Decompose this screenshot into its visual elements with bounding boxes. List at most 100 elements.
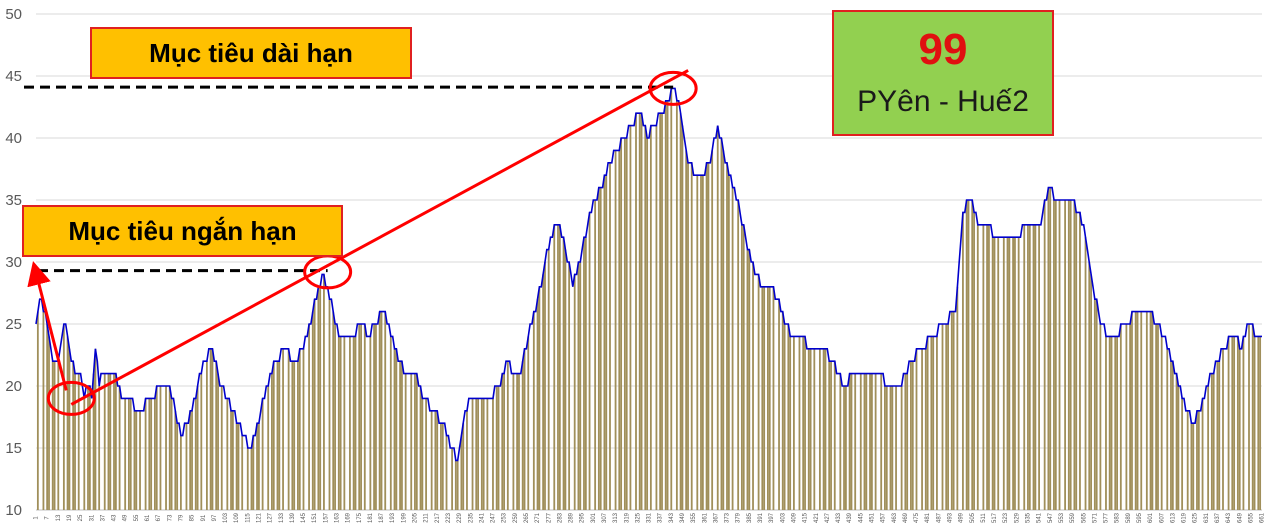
bar: [311, 311, 314, 510]
x-tick-label: 253: [502, 512, 508, 523]
bar: [1114, 336, 1117, 510]
bar: [1207, 386, 1210, 510]
bar: [625, 138, 628, 510]
bar: [328, 299, 331, 510]
bar: [516, 373, 519, 510]
x-tick-label: 433: [836, 512, 842, 523]
bar: [701, 175, 704, 510]
x-tick-label: 559: [1070, 512, 1076, 523]
bar: [109, 373, 112, 510]
bar: [557, 224, 559, 511]
bar: [536, 299, 539, 510]
x-tick-label: 85: [190, 514, 196, 521]
bar: [661, 113, 663, 510]
bar: [813, 348, 816, 510]
bar: [605, 175, 608, 510]
x-tick-label: 409: [791, 512, 797, 523]
long-term-target-text: Mục tiêu dài hạn: [149, 37, 353, 68]
bar: [822, 348, 825, 510]
x-tick-label: 391: [758, 512, 764, 523]
bar: [375, 324, 377, 510]
bar: [544, 262, 546, 510]
bar: [562, 237, 565, 510]
x-tick-label: 19: [67, 514, 73, 521]
x-tick-label: 463: [892, 512, 898, 523]
x-tick-label: 601: [1148, 512, 1154, 523]
bar: [174, 410, 177, 510]
bar: [655, 125, 658, 510]
bar: [778, 299, 780, 510]
x-tick-label: 289: [569, 512, 575, 523]
x-tick-label: 301: [591, 512, 597, 523]
x-tick-label: 331: [647, 512, 653, 523]
bar: [895, 386, 897, 510]
bar: [1170, 361, 1172, 510]
bar: [1119, 324, 1122, 510]
bar: [804, 336, 806, 510]
bar: [1084, 237, 1087, 510]
bar: [114, 373, 117, 510]
bar: [404, 373, 407, 510]
bar: [965, 200, 968, 510]
bar: [363, 324, 366, 510]
bar: [113, 373, 115, 510]
bar: [1212, 373, 1215, 510]
bar: [845, 386, 847, 510]
bar: [1171, 361, 1174, 510]
bar: [48, 336, 50, 510]
bar: [720, 138, 723, 510]
bar: [1151, 311, 1154, 510]
bar: [358, 324, 361, 510]
bar: [532, 311, 535, 510]
x-tick-label: 451: [869, 512, 875, 523]
bar: [761, 286, 764, 510]
bar: [209, 348, 212, 510]
bar: [250, 448, 253, 510]
bar: [594, 200, 597, 510]
bar: [1032, 224, 1035, 511]
x-tick-label: 229: [457, 512, 463, 523]
bar: [349, 336, 351, 510]
x-tick-label: 583: [1115, 512, 1121, 523]
bar: [950, 311, 953, 510]
bar: [583, 237, 585, 510]
x-tick-label: 145: [301, 512, 307, 523]
bar: [766, 286, 769, 510]
bar: [962, 212, 964, 510]
bar: [205, 361, 208, 510]
bar: [848, 373, 851, 510]
x-tick-label: 313: [613, 512, 619, 523]
bar: [66, 336, 69, 510]
bar: [144, 398, 147, 510]
bar: [501, 373, 504, 510]
bar: [553, 224, 556, 511]
bar: [971, 200, 974, 510]
bar: [1053, 200, 1055, 510]
bar: [930, 336, 933, 510]
bar: [1149, 311, 1152, 510]
bar: [168, 386, 171, 510]
x-tick-label: 523: [1003, 512, 1009, 523]
bar: [68, 348, 71, 510]
y-tick-label: 10: [5, 502, 22, 519]
bar: [425, 398, 427, 510]
bar: [1105, 336, 1107, 510]
bar: [1160, 336, 1163, 510]
bar: [319, 286, 322, 510]
x-tick-label: 379: [736, 512, 742, 523]
bar: [850, 373, 853, 510]
bar: [354, 336, 357, 510]
bar: [246, 448, 249, 510]
bar: [94, 348, 97, 510]
bar: [599, 187, 602, 510]
bar: [807, 348, 810, 510]
x-tick-label: 241: [479, 512, 485, 523]
short-term-target-label: Mục tiêu ngắn hạn: [22, 205, 343, 257]
x-tick-label: 181: [368, 512, 374, 523]
bar: [291, 361, 294, 510]
x-tick-label: 163: [335, 512, 341, 523]
bar: [107, 373, 110, 510]
bar: [258, 423, 260, 510]
bar: [833, 361, 836, 510]
y-tick-label: 25: [5, 316, 22, 333]
